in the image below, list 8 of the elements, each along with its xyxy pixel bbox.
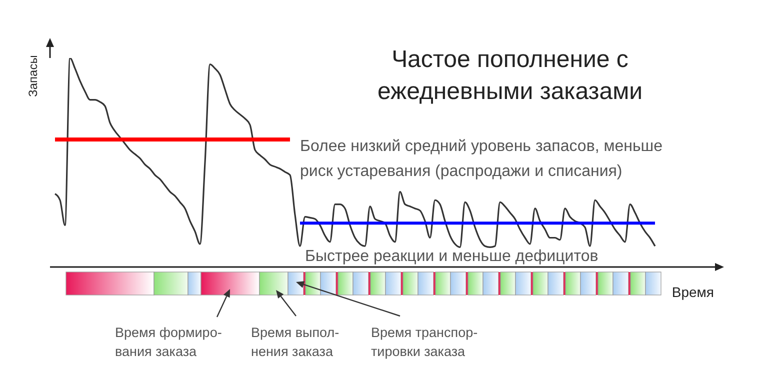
x-axis-title: Время xyxy=(672,284,714,300)
chart-title: Частое пополнение с ежедневными заказами xyxy=(376,45,644,107)
text: Время выпол- нения заказа xyxy=(251,324,340,361)
annotation: Быстрее реакции и меньше дефицитов xyxy=(305,247,598,267)
text: Время формиро- вания заказа xyxy=(115,324,222,361)
annotation: Более низкий средний уровень запасов, меньше риск устаревания (распродажи и списания) xyxy=(300,137,663,182)
y-axis-title: Запасы xyxy=(26,55,40,97)
text: Время транспор- тировки заказа xyxy=(371,324,478,361)
